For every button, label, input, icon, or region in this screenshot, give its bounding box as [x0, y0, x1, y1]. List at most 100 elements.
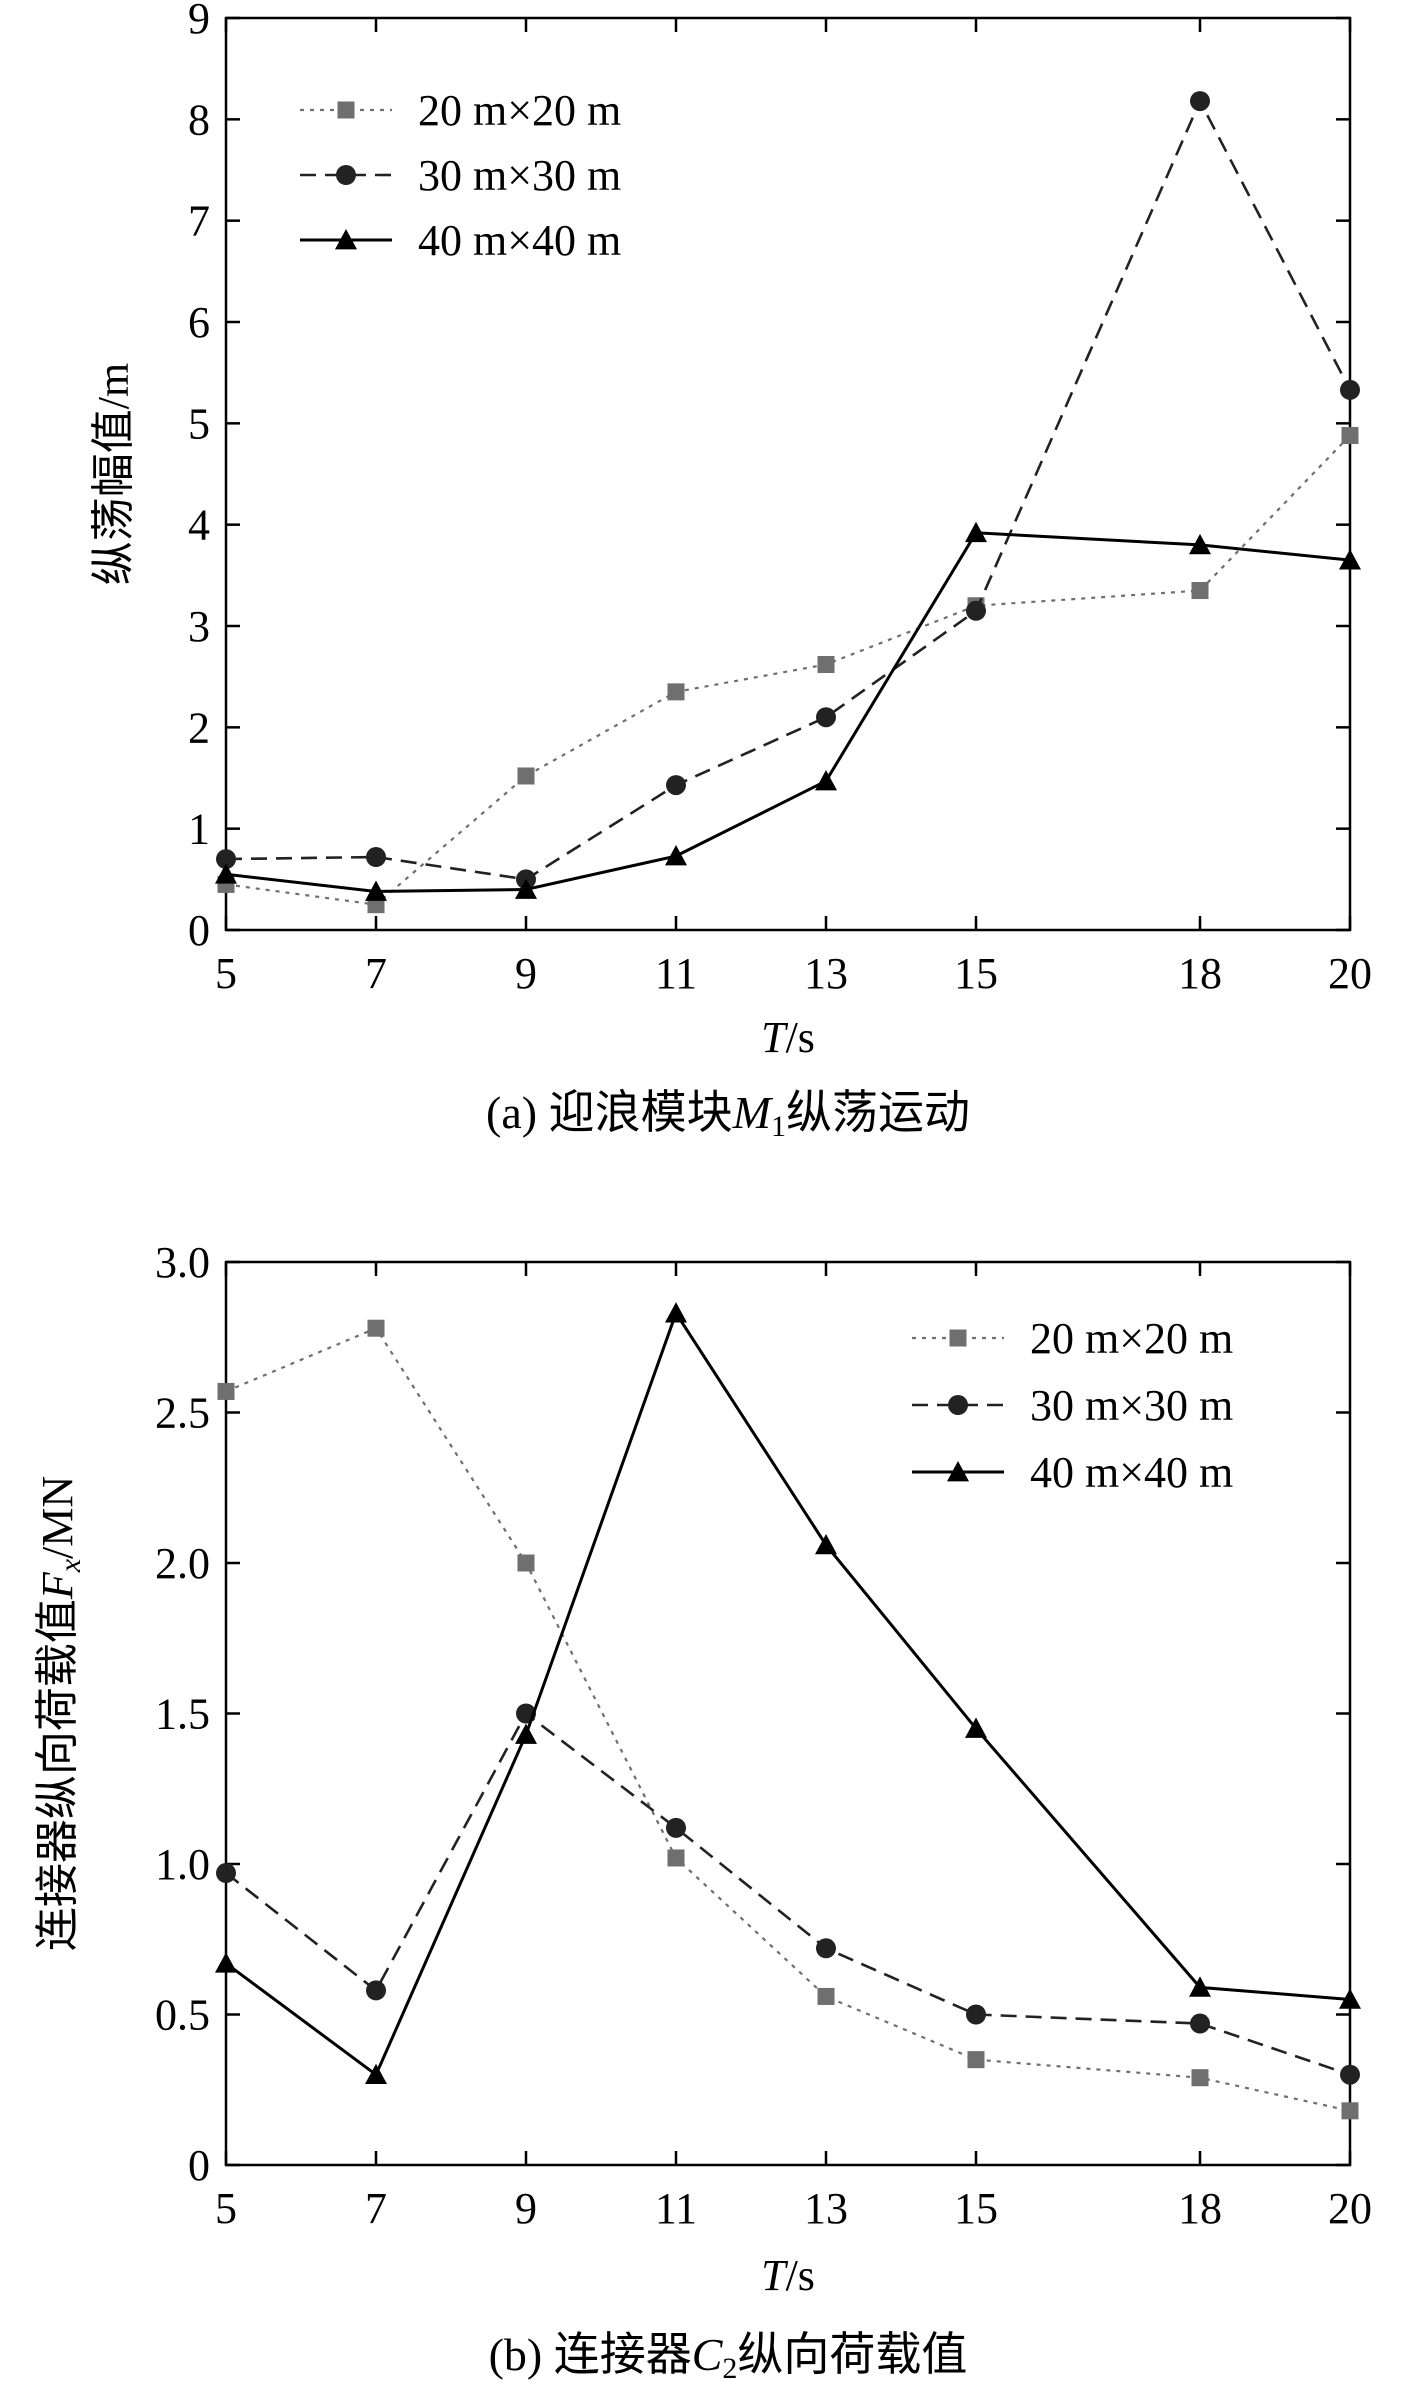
x-tick-label: 15: [954, 2184, 998, 2233]
data-point: [216, 849, 236, 870]
legend-label: 40 m×40 m: [418, 216, 621, 265]
x-tick-label: 9: [515, 949, 537, 998]
y-axis-title: 纵荡幅值/m: [89, 363, 138, 585]
data-point: [1341, 426, 1359, 444]
legend-label: 20 m×20 m: [1030, 1314, 1233, 1363]
data-point: [666, 775, 686, 796]
data-point: [817, 1987, 835, 2005]
y-tick-label: 0: [188, 2141, 210, 2190]
data-point: [967, 2051, 985, 2069]
figure-caption: (b) 连接器C2纵向荷载值: [489, 2329, 968, 2385]
series-line: [225, 434, 1351, 906]
y-tick-label: 5: [188, 399, 210, 448]
y-tick-label: 4: [188, 501, 210, 550]
series-square: [217, 1319, 1359, 2120]
y-tick-label: 1: [188, 805, 210, 854]
data-point: [515, 878, 537, 899]
x-tick-label: 20: [1328, 949, 1372, 998]
series-line: [225, 98, 1352, 881]
y-tick-label: 6: [188, 298, 210, 347]
y-axis-title: 连接器纵向荷载值Fx/MN: [33, 1476, 87, 1951]
y-tick-label: 0.5: [155, 1991, 210, 2040]
y-tick-label: 9: [188, 0, 210, 43]
data-point: [367, 1319, 385, 1337]
legend-marker: [337, 101, 355, 119]
y-tick-label: 0: [188, 906, 210, 955]
data-point: [816, 707, 836, 728]
data-point: [1191, 2069, 1209, 2087]
data-point: [365, 2063, 387, 2085]
data-point: [966, 600, 986, 621]
x-tick-label: 5: [215, 2184, 237, 2233]
data-point: [815, 770, 837, 791]
x-axis-title: T/s: [761, 2251, 815, 2300]
y-tick-label: 2.5: [155, 1389, 210, 1438]
series-line: [225, 1711, 1351, 2076]
plot-frame: [224, 16, 1352, 932]
data-point: [1340, 2064, 1360, 2085]
x-tick-label: 20: [1328, 2184, 1372, 2233]
legend-label: 30 m×30 m: [418, 151, 621, 200]
data-point: [366, 1980, 386, 2001]
data-point: [215, 863, 237, 884]
x-tick-label: 18: [1178, 2184, 1222, 2233]
data-point: [517, 767, 535, 785]
data-point: [517, 1554, 535, 1572]
y-tick-label: 2.0: [155, 1539, 210, 1588]
data-point: [366, 847, 386, 868]
legend: 20 m×20 m 30 m×30 m 40 m×40 m: [912, 1314, 1233, 1497]
chart-panel-b: 0 0.5 1.0 1.5 2.0 2.5 3.0 5 7 9 11 13 15 18 20 T/s 连接器纵向…: [33, 1238, 1372, 2385]
series-triangle: [215, 1302, 1361, 2085]
legend-marker: [948, 1395, 968, 1415]
legend: 20 m×20 m 30 m×30 m 40 m×40 m: [300, 86, 621, 265]
data-point: [365, 880, 387, 901]
data-point: [666, 1817, 686, 1838]
legend-marker: [949, 1329, 967, 1347]
series-square: [217, 426, 1359, 914]
y-tick-label: 1.5: [155, 1690, 210, 1739]
data-point: [817, 656, 835, 674]
series-line: [225, 1309, 1351, 2078]
data-point: [1190, 91, 1210, 112]
data-point: [1189, 1976, 1211, 1997]
legend-label: 20 m×20 m: [418, 86, 621, 135]
chart-panel-a: 0 1 2 3 4 5 6 7 8 9 5 7 9 11 13 15 18 20 T/s 纵荡幅值/m 20 m×20 …: [89, 0, 1372, 1143]
x-tick-label: 9: [515, 2184, 537, 2233]
data-point: [816, 1938, 836, 1959]
x-tick-label: 13: [804, 949, 848, 998]
data-point: [1341, 2102, 1359, 2120]
x-tick-label: 7: [365, 2184, 387, 2233]
x-axis-title: T/s: [761, 1013, 815, 1062]
data-point: [217, 1382, 235, 1400]
legend-marker: [336, 165, 356, 185]
data-point: [966, 2004, 986, 2025]
x-tick-label: 11: [655, 2184, 697, 2233]
x-tick-label: 18: [1178, 949, 1222, 998]
data-point: [1339, 1988, 1361, 2009]
y-tick-label: 2: [188, 703, 210, 752]
series-line: [225, 531, 1351, 893]
x-tick-label: 13: [804, 2184, 848, 2233]
y-tick-label: 3: [188, 602, 210, 651]
legend-label: 30 m×30 m: [1030, 1381, 1233, 1430]
data-point: [815, 1533, 837, 1555]
data-point: [515, 1723, 537, 1744]
x-tick-label: 5: [215, 949, 237, 998]
figure-caption: (a) 迎浪模块M1纵荡运动: [486, 1087, 970, 1143]
legend-marker: [335, 229, 357, 250]
data-point: [216, 1863, 236, 1884]
data-point: [215, 1952, 237, 1973]
legend-marker: [947, 1461, 969, 1482]
data-point: [667, 1849, 685, 1867]
y-tick-label: 7: [188, 197, 210, 246]
data-point: [665, 1302, 687, 1323]
y-tick-label: 3.0: [155, 1238, 210, 1287]
data-point: [665, 845, 687, 866]
legend-label: 40 m×40 m: [1030, 1448, 1233, 1497]
series-line: [225, 1326, 1351, 2112]
data-point: [1190, 2013, 1210, 2034]
data-point: [1191, 582, 1209, 600]
data-point: [1340, 379, 1360, 400]
data-point: [965, 1717, 987, 1738]
